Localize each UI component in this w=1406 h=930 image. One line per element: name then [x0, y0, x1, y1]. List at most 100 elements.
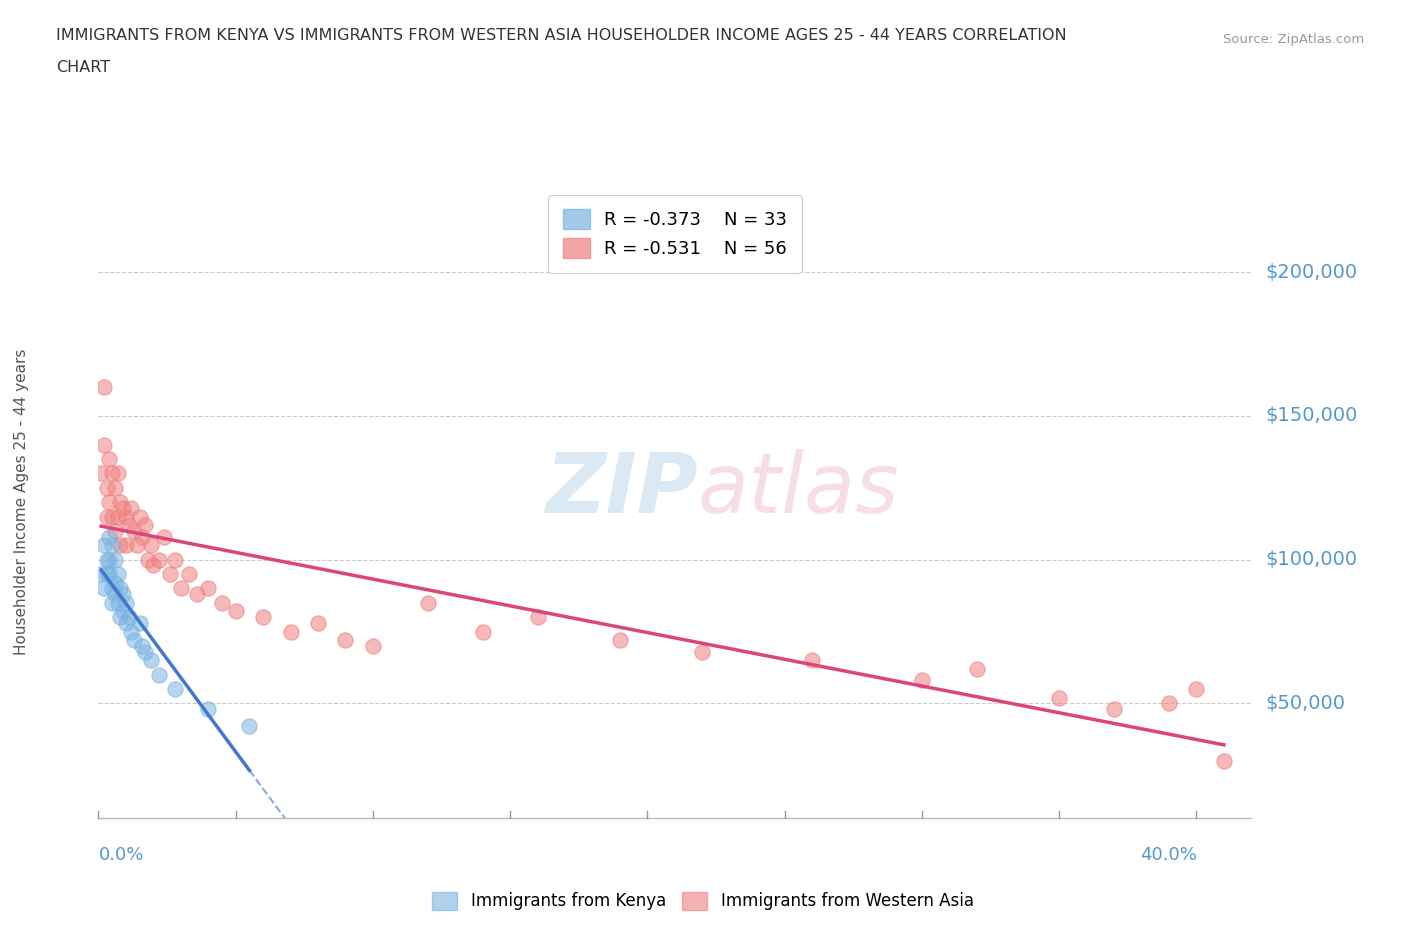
Point — [98, 552, 121, 567]
Point — [238, 719, 260, 734]
Point — [96, 566, 118, 581]
Point — [115, 595, 138, 610]
Text: $150,000: $150,000 — [1265, 406, 1358, 425]
Text: CHART: CHART — [56, 60, 110, 75]
Point — [115, 509, 138, 524]
Point — [93, 581, 115, 596]
Point — [112, 500, 135, 515]
Text: $200,000: $200,000 — [1265, 263, 1358, 282]
Point — [98, 452, 121, 467]
Point — [148, 552, 170, 567]
Legend: R = -0.373    N = 33, R = -0.531    N = 56: R = -0.373 N = 33, R = -0.531 N = 56 — [548, 195, 801, 272]
Point — [307, 616, 329, 631]
Point — [165, 682, 187, 697]
Point — [115, 616, 138, 631]
Point — [117, 610, 139, 625]
Point — [134, 644, 156, 659]
Point — [416, 595, 439, 610]
Point — [280, 624, 302, 639]
Point — [122, 632, 145, 647]
Point — [526, 610, 548, 625]
Point — [96, 509, 118, 524]
Point — [692, 644, 714, 659]
Point — [136, 552, 159, 567]
Point — [104, 587, 127, 602]
Point — [120, 624, 142, 639]
Point — [107, 595, 129, 610]
Point — [148, 667, 170, 682]
Point — [165, 552, 187, 567]
Point — [96, 481, 118, 496]
Text: $100,000: $100,000 — [1265, 551, 1358, 569]
Point — [225, 604, 247, 618]
Point — [335, 632, 357, 647]
Point — [98, 566, 121, 581]
Point — [120, 500, 142, 515]
Point — [471, 624, 494, 639]
Point — [197, 581, 219, 596]
Point — [911, 673, 934, 688]
Point — [98, 529, 121, 544]
Text: $50,000: $50,000 — [1265, 694, 1346, 713]
Point — [107, 566, 129, 581]
Point — [1102, 702, 1125, 717]
Point — [110, 495, 132, 510]
Point — [101, 595, 124, 610]
Point — [131, 639, 153, 654]
Point — [101, 466, 124, 481]
Point — [107, 466, 129, 481]
Point — [1047, 690, 1070, 705]
Point — [128, 616, 150, 631]
Point — [122, 524, 145, 538]
Point — [128, 509, 150, 524]
Point — [177, 566, 200, 581]
Point — [1185, 682, 1208, 697]
Text: Source: ZipAtlas.com: Source: ZipAtlas.com — [1223, 33, 1364, 46]
Point — [1212, 753, 1234, 768]
Text: IMMIGRANTS FROM KENYA VS IMMIGRANTS FROM WESTERN ASIA HOUSEHOLDER INCOME AGES 25: IMMIGRANTS FROM KENYA VS IMMIGRANTS FROM… — [56, 28, 1067, 43]
Text: atlas: atlas — [697, 449, 900, 530]
Point — [104, 481, 127, 496]
Point — [186, 587, 208, 602]
Point — [142, 558, 165, 573]
Point — [90, 566, 112, 581]
Point — [110, 581, 132, 596]
Point — [104, 576, 127, 591]
Point — [112, 587, 135, 602]
Point — [101, 538, 124, 552]
Point — [93, 379, 115, 394]
Point — [197, 702, 219, 717]
Point — [110, 610, 132, 625]
Point — [96, 552, 118, 567]
Point — [115, 538, 138, 552]
Point — [107, 509, 129, 524]
Point — [361, 639, 384, 654]
Point — [101, 509, 124, 524]
Text: 40.0%: 40.0% — [1140, 846, 1197, 864]
Point — [98, 495, 121, 510]
Point — [252, 610, 274, 625]
Text: Householder Income Ages 25 - 44 years: Householder Income Ages 25 - 44 years — [14, 349, 28, 656]
Point — [93, 437, 115, 452]
Point — [117, 518, 139, 533]
Point — [131, 529, 153, 544]
Point — [609, 632, 631, 647]
Point — [139, 653, 162, 668]
Point — [159, 566, 181, 581]
Point — [1157, 696, 1180, 711]
Point — [93, 538, 115, 552]
Point — [104, 552, 127, 567]
Point — [966, 661, 988, 676]
Point — [153, 529, 176, 544]
Point — [139, 538, 162, 552]
Text: ZIP: ZIP — [546, 449, 697, 530]
Point — [134, 518, 156, 533]
Point — [211, 595, 233, 610]
Point — [125, 538, 148, 552]
Point — [170, 581, 193, 596]
Text: 0.0%: 0.0% — [98, 846, 143, 864]
Point — [90, 466, 112, 481]
Point — [101, 581, 124, 596]
Point — [104, 524, 127, 538]
Legend: Immigrants from Kenya, Immigrants from Western Asia: Immigrants from Kenya, Immigrants from W… — [426, 885, 980, 917]
